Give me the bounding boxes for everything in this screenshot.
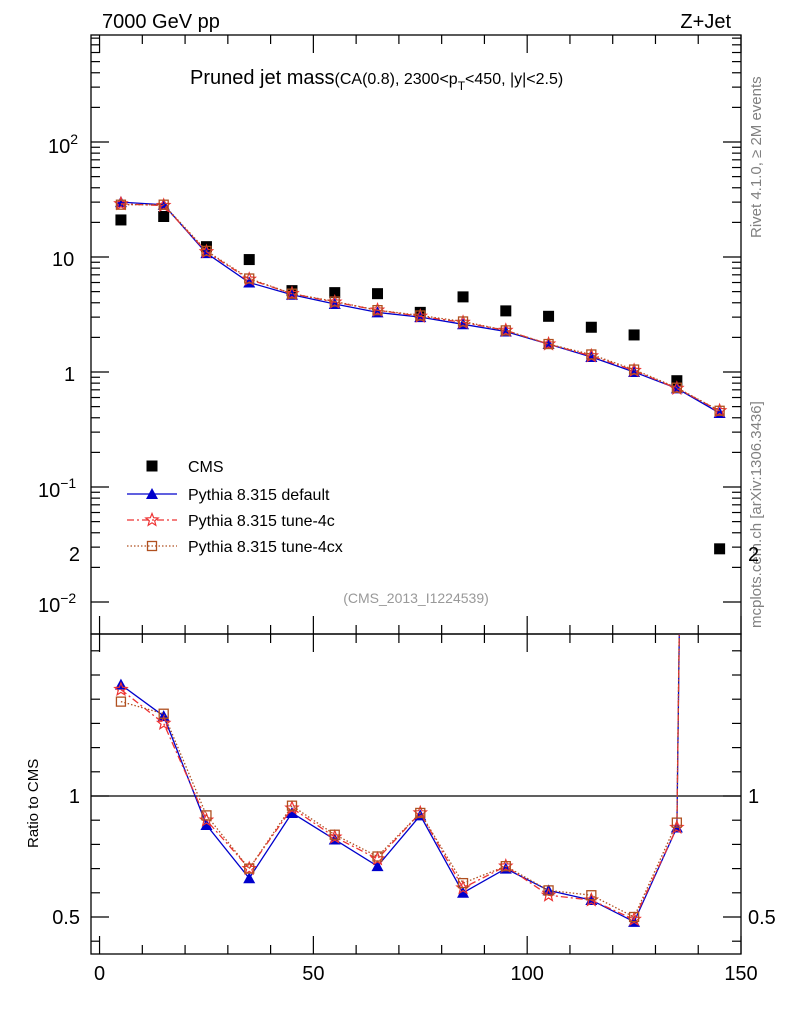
main-series-layer (113, 195, 728, 555)
ratio-point-def (285, 806, 298, 818)
ratio-point-def (243, 872, 256, 884)
main-point-cms (543, 310, 555, 322)
ratio-y-tick-label-left: 1 (69, 786, 80, 808)
ratio-point-def (200, 819, 213, 831)
ratio-point-t4cx (586, 890, 597, 901)
main-axis-ticks (91, 35, 742, 634)
y-tick-exponent-m2: −2 (60, 590, 76, 606)
main-point-t4cx (714, 405, 725, 416)
main-point-t4cx (201, 245, 212, 257)
x-tick-label: 150 (724, 963, 757, 985)
ratio-y-tick-label-left: 2 (69, 544, 80, 566)
main-point-cms (329, 287, 341, 299)
main-point-t4cx (671, 382, 683, 393)
ratio-point-t4cx (158, 708, 169, 719)
ratio-plot-frame (90, 633, 742, 955)
ratio-point-def (371, 860, 384, 872)
chart-subtitle: (CA(0.8), 2300<p (335, 71, 458, 88)
ratio-point-t4cx (543, 885, 554, 896)
chart-title: Pruned jet mass(CA(0.8), 2300<pT<450, |y… (190, 67, 563, 93)
main-point-t4cx (244, 273, 255, 284)
main-point-t4cx (628, 364, 640, 375)
ratio-point-t4cx (628, 911, 640, 923)
y-tick-label-1e2: 102 (48, 131, 78, 158)
main-point-t4cx (286, 288, 298, 299)
x-tick-label: 50 (302, 963, 324, 985)
main-point-t4cx (457, 316, 469, 327)
main-point-cms (115, 214, 127, 226)
main-point-t4cx (115, 199, 127, 210)
header-left: 7000 GeV pp (102, 11, 220, 33)
main-point-cms (158, 210, 170, 222)
main-point-t4cx (543, 338, 554, 350)
ratio-point-t4cx (329, 829, 340, 840)
ratio-point-t4cx (115, 696, 127, 707)
y-tick-exponent-2: 2 (70, 131, 78, 147)
ratio-y-tick-label-right: 0.5 (748, 907, 776, 929)
main-point-t4cx (329, 296, 340, 307)
main-point-t4cx (415, 310, 426, 321)
legend-marker-def (146, 488, 158, 499)
legend-label-t4c: Pythia 8.315 tune-4c (188, 513, 335, 530)
header-right: Z+Jet (680, 11, 731, 33)
chart-subtitle-sub: T (458, 79, 466, 93)
main-point-t4cx (500, 325, 511, 336)
main-point-cms (372, 288, 384, 300)
ratio-point-t4cx (415, 807, 426, 819)
legend-marker-t4c (144, 511, 160, 527)
y-tick-exponent-m1: −1 (60, 475, 76, 491)
mcplots-label: mcplots.cern.ch [arXiv:1306.3436] (748, 401, 765, 628)
legend-label-cms: CMS (188, 459, 224, 476)
x-tick-label: 100 (510, 963, 543, 985)
ratio-point-t4cx (457, 877, 469, 889)
ratio-point-t4cx (671, 817, 683, 828)
main-point-cms (714, 543, 726, 555)
ratio-y-axis-label: Ratio to CMS (25, 759, 42, 848)
ratio-axis-ticks (91, 634, 742, 954)
main-point-cms (500, 305, 512, 317)
legend-label-def: Pythia 8.315 default (188, 487, 330, 504)
legend: CMS Pythia 8.315 default Pythia 8.315 tune… (127, 459, 343, 556)
ratio-point-t4cx (500, 861, 511, 872)
ratio-point-t4c (113, 681, 129, 697)
legend-label-t4cx: Pythia 8.315 tune-4cx (188, 539, 343, 556)
main-point-t4cx (158, 199, 169, 210)
main-point-t4cx (586, 349, 597, 360)
analysis-id: (CMS_2013_I1224539) (343, 590, 489, 606)
rivet-version-label: Rivet 4.1.0, ≥ 2M events (748, 76, 765, 238)
ratio-point-t4cx (286, 800, 298, 811)
ratio-point-t4cx (372, 851, 383, 862)
main-point-t4cx (372, 305, 383, 316)
ratio-point-t4cx (244, 863, 255, 874)
ratio-series-layer (91, 634, 741, 927)
ratio-tick-labels: 0.5 0.5 1 1 2 2 0 50 100 150 (52, 544, 776, 985)
main-point-cms (243, 254, 255, 266)
main-point-cms (628, 329, 640, 341)
ratio-line-t4cx (120, 634, 680, 918)
ratio-y-tick-label-right: 2 (748, 544, 759, 566)
main-point-cms (457, 291, 469, 303)
y-tick-label-10: 10 (52, 249, 74, 271)
ratio-point-def (457, 886, 470, 898)
ratio-point-t4c (155, 715, 172, 731)
ratio-y-tick-label-left: 0.5 (52, 907, 80, 929)
main-point-cms (585, 321, 597, 333)
main-line-t4cx (120, 204, 720, 412)
y-tick-label-1e-1: 10−1 (38, 475, 76, 502)
ratio-y-tick-label-right: 1 (748, 786, 759, 808)
legend-marker-t4cx (146, 540, 158, 552)
chart-subtitle-rest: <450, |y|<2.5) (465, 71, 563, 88)
main-y-tick-labels: 102 10 1 10−1 10−2 (38, 131, 78, 617)
ratio-point-t4cx (201, 810, 212, 821)
y-tick-label-1e-2: 10−2 (38, 590, 76, 617)
y-tick-label-1: 1 (64, 364, 75, 386)
main-line-t4c (120, 203, 720, 412)
x-tick-label: 0 (94, 963, 105, 985)
legend-marker-cms (146, 460, 158, 472)
